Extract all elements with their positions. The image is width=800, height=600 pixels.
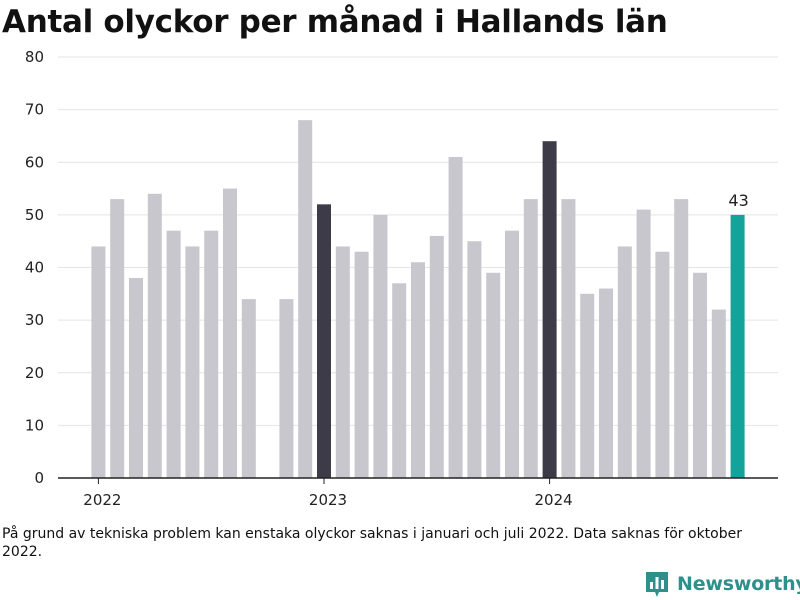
y-tick-label: 40 [25, 259, 44, 277]
x-tick-label: 2024 [535, 491, 573, 509]
y-tick-label: 30 [25, 311, 44, 329]
brand-mark[interactable]: Newsworthy [644, 570, 800, 598]
brand-name: Newsworthy [677, 573, 800, 595]
y-tick-label: 60 [25, 153, 44, 171]
bar-2024-11 [730, 214, 745, 478]
bar-2023-10 [486, 272, 501, 478]
x-tick-label: 2022 [83, 491, 121, 509]
bar-2022-09 [241, 299, 256, 478]
bar-2023-08 [448, 156, 463, 479]
x-tick-label: 2023 [309, 491, 347, 509]
y-tick-label: 50 [25, 206, 44, 224]
bar-2022-11 [279, 299, 294, 478]
bar-2022-03 [129, 278, 143, 478]
bar-2023-09 [467, 241, 482, 478]
bar-2023-07 [429, 235, 444, 478]
bar-2024-07 [655, 251, 670, 478]
bar-2024-04 [599, 288, 613, 478]
bar-2024-10 [711, 309, 726, 478]
bar-2022-01 [91, 246, 106, 478]
bar-2022-04 [147, 193, 162, 478]
y-tick-label: 0 [34, 469, 44, 487]
bar-2023-05 [392, 283, 407, 478]
bar-2022-08 [223, 188, 237, 478]
bar-chart: 0 10 20 30 40 50 60 70 80 2022 2023 2024 43 [25, 48, 778, 509]
bar-2024-01 [542, 141, 557, 478]
bar-2023-01 [317, 204, 331, 478]
axes: 0 10 20 30 40 50 60 70 80 2022 2023 2024 [25, 48, 778, 509]
bar-2023-04 [373, 214, 388, 478]
bar-2022-05 [166, 230, 181, 478]
bar-2024-05 [617, 246, 632, 478]
bar-2022-07 [204, 230, 219, 478]
bar-2024-09 [693, 272, 707, 478]
data-label-2024-11: 43 [728, 191, 748, 210]
footnote: På grund av tekniska problem kan enstaka… [2, 526, 742, 560]
bar-2023-12 [523, 199, 538, 478]
bar-2023-02 [335, 246, 350, 478]
bar-2024-06 [636, 209, 651, 479]
chart-title: Antal olyckor per månad i Hallands län [2, 4, 668, 40]
bar-2024-08 [674, 199, 689, 478]
y-tick-label: 80 [25, 48, 44, 66]
data-labels: 43 [728, 191, 748, 210]
bar-2022-06 [185, 246, 200, 478]
newsworthy-logo-icon [646, 572, 668, 597]
bar-2024-03 [580, 293, 595, 478]
bar-2022-02 [110, 199, 125, 478]
bar-2022-12 [298, 120, 313, 479]
bar-2023-11 [505, 230, 519, 478]
y-tick-label: 70 [25, 101, 44, 119]
y-tick-label: 20 [25, 364, 44, 382]
bars [91, 120, 745, 479]
bar-2023-06 [411, 262, 425, 478]
y-tick-label: 10 [25, 416, 44, 434]
bar-2024-02 [561, 199, 576, 478]
bar-2023-03 [354, 251, 369, 478]
